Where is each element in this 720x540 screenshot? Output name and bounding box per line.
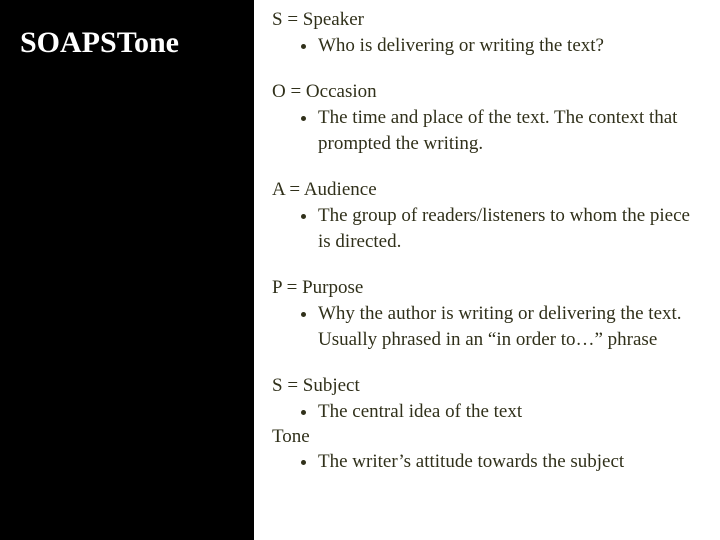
- section-header: S = Subject: [272, 374, 696, 399]
- bullet-list: Who is delivering or writing the text?: [272, 33, 696, 59]
- bullet-list: The central idea of the text: [272, 399, 696, 425]
- slide-title: SOAPSTone: [20, 26, 244, 60]
- section-occasion: O = Occasion The time and place of the t…: [272, 80, 696, 156]
- section-speaker: S = Speaker Who is delivering or writing…: [272, 8, 696, 58]
- bullet-item: The group of readers/listeners to whom t…: [318, 203, 696, 254]
- sidebar: SOAPSTone: [0, 0, 254, 540]
- section-header: P = Purpose: [272, 276, 696, 301]
- section-header: O = Occasion: [272, 80, 696, 105]
- bullet-item: The central idea of the text: [318, 399, 696, 425]
- bullet-list: Why the author is writing or delivering …: [272, 301, 696, 352]
- bullet-list: The time and place of the text. The cont…: [272, 105, 696, 156]
- bullet-list: The group of readers/listeners to whom t…: [272, 203, 696, 254]
- bullet-item: The time and place of the text. The cont…: [318, 105, 696, 156]
- section-tone: Tone The writer’s attitude towards the s…: [272, 425, 696, 475]
- section-header: S = Speaker: [272, 8, 696, 33]
- section-header: A = Audience: [272, 178, 696, 203]
- bullet-item: Who is delivering or writing the text?: [318, 33, 696, 59]
- section-purpose: P = Purpose Why the author is writing or…: [272, 276, 696, 352]
- section-audience: A = Audience The group of readers/listen…: [272, 178, 696, 254]
- bullet-item: The writer’s attitude towards the subjec…: [318, 449, 696, 475]
- section-header: Tone: [272, 425, 696, 450]
- section-subject-tone-group: S = Subject The central idea of the text…: [272, 374, 696, 475]
- bullet-list: The writer’s attitude towards the subjec…: [272, 449, 696, 475]
- section-subject: S = Subject The central idea of the text: [272, 374, 696, 424]
- content-panel: S = Speaker Who is delivering or writing…: [254, 0, 720, 540]
- bullet-item: Why the author is writing or delivering …: [318, 301, 696, 352]
